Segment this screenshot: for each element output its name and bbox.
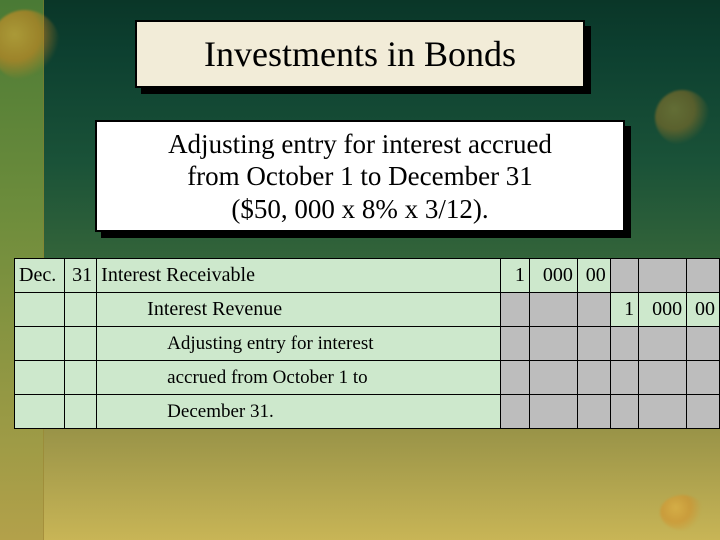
- cell-debit-cent: [577, 293, 610, 327]
- cell-credit-hun: [639, 327, 687, 361]
- slide-title: Investments in Bonds: [204, 34, 516, 74]
- table-row: December 31.: [15, 395, 720, 429]
- cell-day: [65, 395, 97, 429]
- cell-credit-th: [610, 361, 638, 395]
- cell-debit-cent: [577, 327, 610, 361]
- ledger-table: Dec. 31 Interest Receivable 1 000 00 Int…: [14, 258, 720, 429]
- cell-credit-th: [610, 395, 638, 429]
- title-panel: Investments in Bonds: [135, 20, 585, 88]
- cell-day: [65, 361, 97, 395]
- subtitle-panel: Adjusting entry for interest accrued fro…: [95, 120, 625, 232]
- cell-month: [15, 361, 65, 395]
- table-row: accrued from October 1 to: [15, 361, 720, 395]
- cell-credit-cent: [687, 395, 720, 429]
- decor-orb: [655, 90, 710, 145]
- cell-debit-hun: [529, 293, 577, 327]
- subtitle-line: from October 1 to December 31: [97, 160, 623, 192]
- cell-credit-cent: [687, 259, 720, 293]
- subtitle-line: Adjusting entry for interest accrued: [97, 128, 623, 160]
- cell-credit-hun: [639, 361, 687, 395]
- cell-debit-hun: [529, 395, 577, 429]
- cell-debit-hun: 000: [529, 259, 577, 293]
- cell-month: [15, 395, 65, 429]
- cell-debit-cent: 00: [577, 259, 610, 293]
- cell-month: [15, 293, 65, 327]
- cell-credit-th: [610, 259, 638, 293]
- cell-debit-th: [501, 361, 529, 395]
- cell-credit-hun: [639, 395, 687, 429]
- cell-credit-hun: [639, 259, 687, 293]
- cell-desc: December 31.: [97, 395, 501, 429]
- cell-day: 31: [65, 259, 97, 293]
- journal-ledger: Dec. 31 Interest Receivable 1 000 00 Int…: [14, 258, 720, 429]
- table-row: Dec. 31 Interest Receivable 1 000 00: [15, 259, 720, 293]
- cell-desc: Interest Receivable: [97, 259, 501, 293]
- cell-month: Dec.: [15, 259, 65, 293]
- cell-debit-cent: [577, 361, 610, 395]
- cell-credit-th: 1: [610, 293, 638, 327]
- cell-desc: Adjusting entry for interest: [97, 327, 501, 361]
- cell-debit-cent: [577, 395, 610, 429]
- cell-month: [15, 327, 65, 361]
- cell-debit-hun: [529, 327, 577, 361]
- cell-credit-hun: 000: [639, 293, 687, 327]
- table-row: Interest Revenue 1 000 00: [15, 293, 720, 327]
- cell-debit-th: [501, 395, 529, 429]
- cell-credit-cent: [687, 361, 720, 395]
- cell-desc: accrued from October 1 to: [97, 361, 501, 395]
- cell-credit-cent: [687, 327, 720, 361]
- cell-day: [65, 293, 97, 327]
- cell-debit-th: [501, 327, 529, 361]
- decor-orb: [660, 495, 705, 530]
- table-row: Adjusting entry for interest: [15, 327, 720, 361]
- cell-day: [65, 327, 97, 361]
- cell-debit-th: 1: [501, 259, 529, 293]
- cell-desc: Interest Revenue: [97, 293, 501, 327]
- cell-debit-th: [501, 293, 529, 327]
- cell-credit-th: [610, 327, 638, 361]
- subtitle-line: ($50, 000 x 8% x 3/12).: [97, 193, 623, 225]
- cell-debit-hun: [529, 361, 577, 395]
- cell-credit-cent: 00: [687, 293, 720, 327]
